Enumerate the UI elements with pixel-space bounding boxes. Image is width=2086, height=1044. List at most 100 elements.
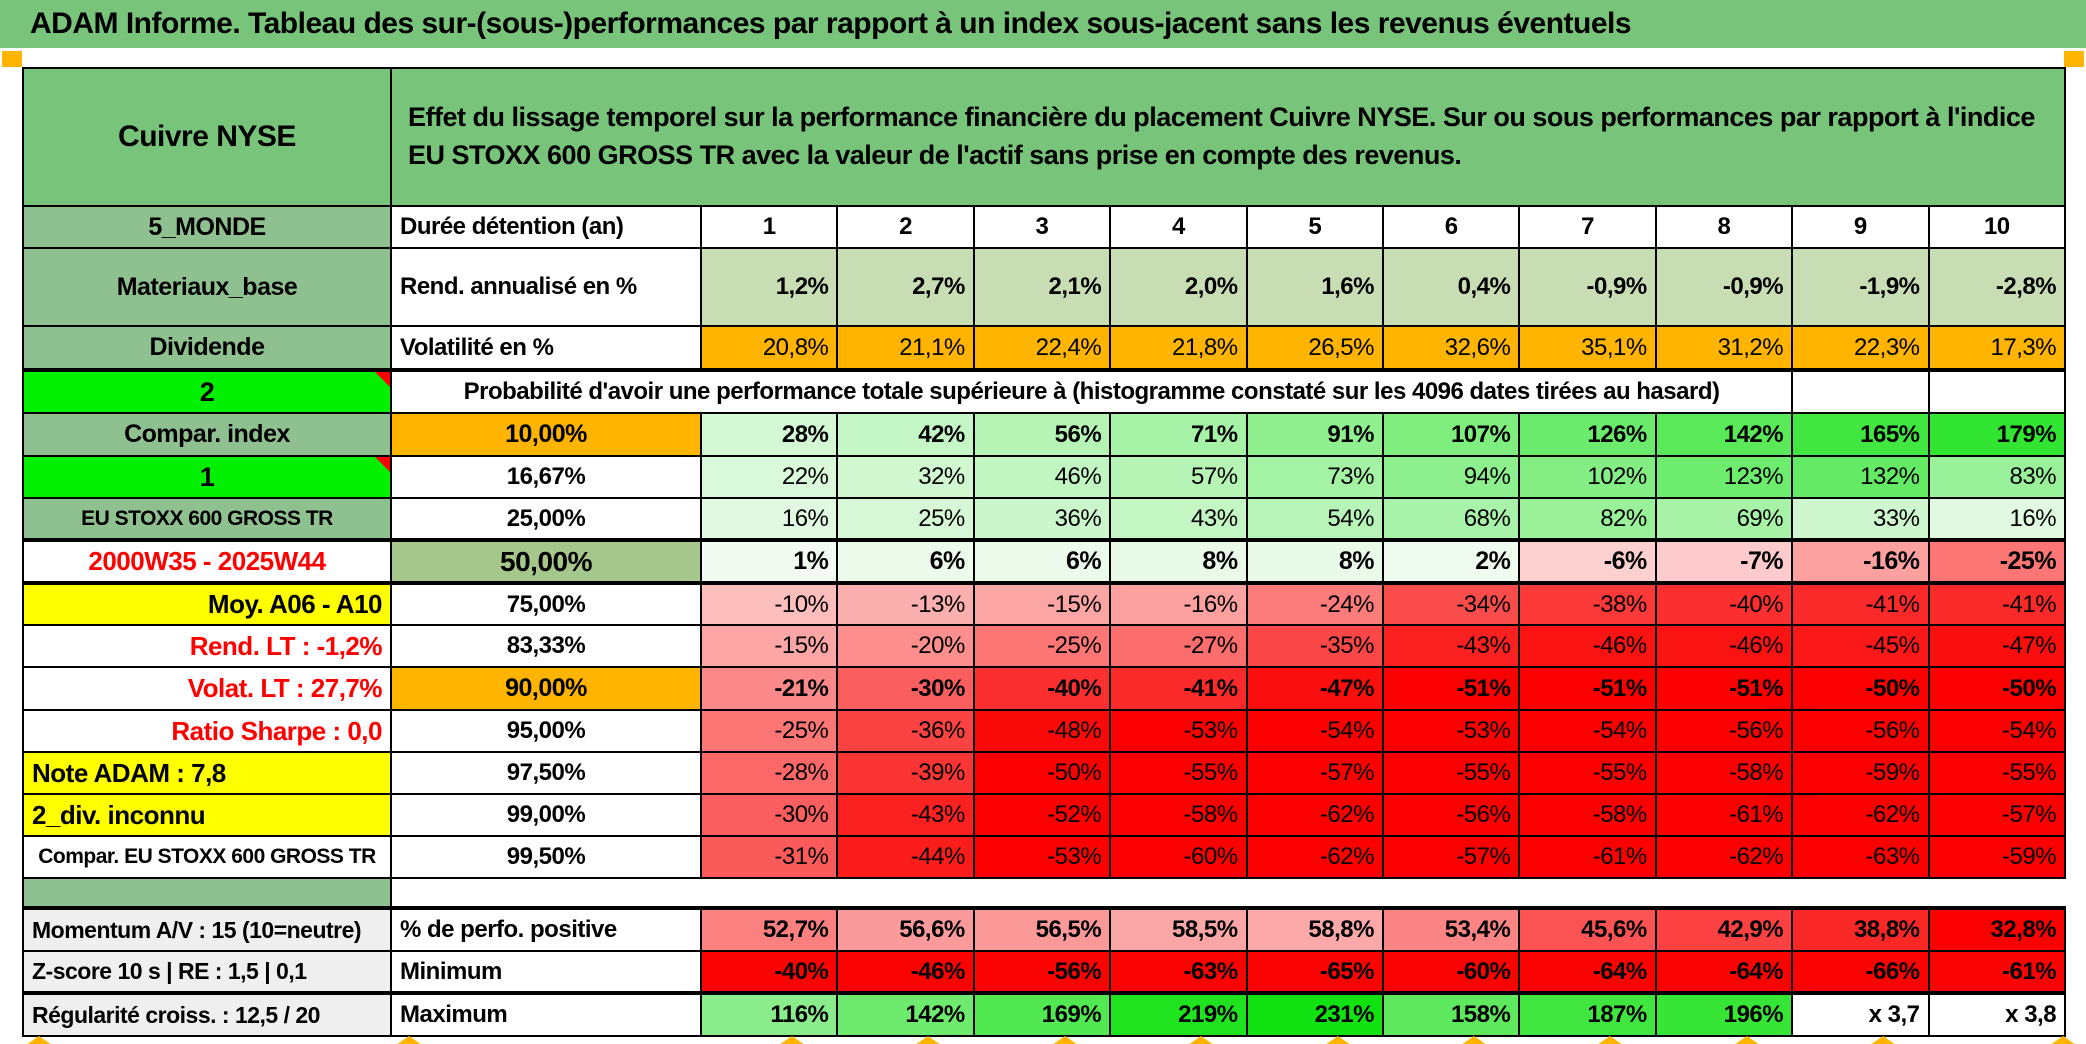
threshold-25: 25,00%	[390, 497, 702, 541]
row-p50-cell-4: 6%	[972, 538, 1112, 585]
row-p75-cell-4: -15%	[972, 582, 1112, 626]
row-p99: 2_div. inconnu 99,00% -30% -43% -52% -58% -62%…	[22, 793, 2067, 837]
row-maximum-cell-3: 142%	[836, 991, 975, 1037]
row-p75-cell-5: -16%	[1109, 582, 1248, 626]
row-p95-cell-6: -54%	[1245, 709, 1384, 753]
row-p75-cell-6: -24%	[1245, 582, 1384, 626]
row-p90-cell-8: -51%	[1518, 666, 1657, 711]
row-p75-cell-8: -38%	[1518, 582, 1657, 626]
row-p75-cell-10: -41%	[1791, 582, 1930, 626]
row-volatility-cell-3: 21,1%	[836, 325, 975, 371]
row-annualized-return-cell-10: -1,9%	[1791, 247, 1930, 327]
row-p90-cell-7: -51%	[1381, 666, 1521, 711]
row-p95-cell-10: -56%	[1791, 709, 1930, 753]
row-holding-period-cell-4: 3	[972, 205, 1112, 249]
label-eu-stoxx: EU STOXX 600 GROSS TR	[22, 497, 392, 541]
label-volatilite: Volatilité en %	[390, 325, 702, 371]
row-p95-cell-9: -56%	[1654, 709, 1794, 753]
row-holding-period-cell-8: 7	[1518, 205, 1657, 249]
row-p10-cell-8: 126%	[1518, 412, 1657, 457]
label-dividende: Dividende	[22, 325, 392, 371]
row-separator	[22, 877, 2065, 909]
row-annualized-return-cell-7: 0,4%	[1381, 247, 1521, 327]
row-pct-positive: Momentum A/V : 15 (10=neutre)% de perfo.…	[22, 906, 2067, 952]
row-p25-cell-4: 36%	[972, 497, 1112, 541]
orange-caret-icon	[779, 1036, 805, 1044]
title-bar: ADAM Informe. Tableau des sur-(sous-)per…	[0, 0, 2086, 48]
row-volatility-cell-11: 17,3%	[1927, 325, 2067, 371]
row-p50-cell-10: -16%	[1791, 538, 1930, 585]
row-probability-header-cell-2	[1791, 368, 1930, 414]
threshold-50: 50,00%	[390, 538, 702, 585]
row-p50-cell-3: 6%	[836, 538, 975, 585]
label-volat-lt: Volat. LT : 27,7%	[22, 666, 392, 711]
row-p16-67-cell-7: 94%	[1381, 455, 1521, 499]
row-p97-5: Note ADAM : 7,8 97,50% -28% -39% -50% -55% -57…	[22, 751, 2067, 795]
row-maximum: Régularité croiss. : 12,5 / 20 Maximum 116…	[22, 991, 2067, 1037]
row-separator-cell-1	[391, 878, 2065, 908]
row-p83-33-cell-7: -43%	[1381, 624, 1521, 668]
row-p99-cell-2: -30%	[699, 793, 839, 837]
row-p99-5-cell-8: -61%	[1518, 835, 1657, 879]
probability-header-text: Probabilité d'avoir une performance tota…	[389, 368, 1794, 414]
row-probability-header-cell-3	[1927, 368, 2067, 414]
label-compar-index: Compar. index	[22, 412, 392, 457]
title-text: ADAM Informe. Tableau des sur-(sous-)per…	[30, 7, 1632, 40]
row-p16-67-cell-3: 32%	[836, 455, 975, 499]
label-moy-a06-a10: Moy. A06 - A10	[22, 582, 392, 626]
comment-marker-icon	[375, 374, 389, 387]
orange-caret-icon	[2050, 1036, 2076, 1044]
row-p99-cell-7: -56%	[1381, 793, 1521, 837]
threshold-99: 99,00%	[390, 793, 702, 837]
row-p99-cell-4: -52%	[972, 793, 1112, 837]
row-p90-cell-9: -51%	[1654, 666, 1794, 711]
threshold-75: 75,00%	[390, 582, 702, 626]
row-volatility-cell-8: 35,1%	[1518, 325, 1657, 371]
row-annualized-return: Materiaux_base Rend. annualisé en % 1,2% 2,…	[22, 247, 2067, 327]
row-p10-cell-3: 42%	[836, 412, 975, 457]
row-p50-cell-11: -25%	[1927, 538, 2067, 585]
row-p25-cell-10: 33%	[1791, 497, 1930, 541]
row-minimum-cell-5: -63%	[1109, 950, 1248, 994]
row-p99-5-cell-4: -53%	[972, 835, 1112, 879]
orange-caret-icon	[1325, 1036, 1351, 1044]
row-p25-cell-8: 82%	[1518, 497, 1657, 541]
row-p90-cell-6: -47%	[1245, 666, 1384, 711]
row-p10-cell-5: 71%	[1109, 412, 1248, 457]
row-volatility-cell-5: 21,8%	[1109, 325, 1248, 371]
row-p99-cell-3: -43%	[836, 793, 975, 837]
row-p90: Volat. LT : 27,7% 90,00% -21% -30% -40% -41% -…	[22, 666, 2067, 711]
row-p25-cell-2: 16%	[699, 497, 839, 541]
threshold-83-33: 83,33%	[390, 624, 702, 668]
label-ratio-sharpe: Ratio Sharpe : 0,0	[22, 709, 392, 753]
row-volatility-cell-10: 22,3%	[1791, 325, 1930, 371]
row-p16-67-cell-11: 83%	[1927, 455, 2067, 499]
row-p83-33-cell-4: -25%	[972, 624, 1112, 668]
row-maximum-cell-9: 196%	[1654, 991, 1794, 1037]
row-annualized-return-cell-2: 1,2%	[699, 247, 839, 327]
row-annualized-return-cell-4: 2,1%	[972, 247, 1112, 327]
orange-caret-icon	[1870, 1036, 1896, 1044]
row-p10: Compar. index 10,00% 28% 42% 56% 71% 91% 107% 12…	[22, 412, 2067, 457]
row-pct-positive-cell-2: 52,7%	[699, 906, 839, 952]
row-p10-cell-2: 28%	[699, 412, 839, 457]
row-p83-33-cell-3: -20%	[836, 624, 975, 668]
row-p90-cell-11: -50%	[1927, 666, 2067, 711]
label-2-div-inconnu: 2_div. inconnu	[22, 793, 392, 837]
row-p95-cell-11: -54%	[1927, 709, 2067, 753]
label-note-adam: Note ADAM : 7,8	[22, 751, 392, 795]
row-maximum-cell-11: x 3,8	[1927, 991, 2067, 1037]
row-minimum-cell-3: -46%	[836, 950, 975, 994]
row-p16-67-cell-9: 123%	[1654, 455, 1794, 499]
row-p99-5-cell-9: -62%	[1654, 835, 1794, 879]
row-p99-5: Compar. EU STOXX 600 GROSS TR 99,50% -31% -…	[22, 835, 2067, 879]
label-rend-lt: Rend. LT : -1,2%	[22, 624, 392, 668]
threshold-16-67: 16,67%	[390, 455, 702, 499]
row-p50-cell-5: 8%	[1109, 538, 1248, 585]
orange-caret-icon	[396, 1036, 422, 1044]
row-annualized-return-cell-9: -0,9%	[1654, 247, 1794, 327]
row-holding-period-cell-9: 8	[1654, 205, 1794, 249]
orange-caret-icon	[1052, 1036, 1078, 1044]
row-maximum-cell-2: 116%	[699, 991, 839, 1037]
row-p83-33-cell-2: -15%	[699, 624, 839, 668]
